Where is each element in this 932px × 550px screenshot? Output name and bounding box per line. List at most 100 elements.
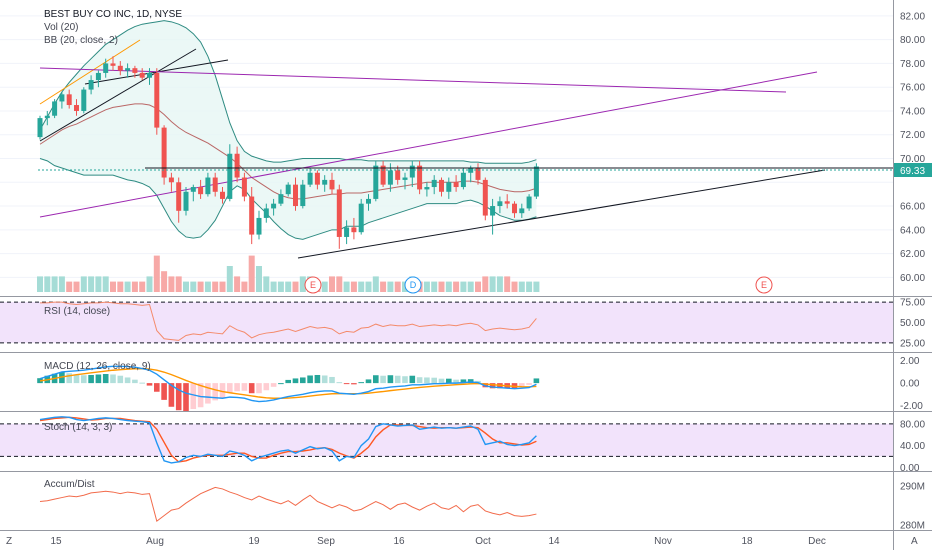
candle (147, 68, 152, 85)
trendline-orange[interactable] (39, 39, 141, 105)
stoch-legend[interactable]: Stoch (14, 3, 3) (44, 422, 112, 433)
candle (227, 144, 233, 202)
candle (512, 201, 517, 218)
candle (88, 75, 94, 95)
macd-histogram-bar (300, 377, 306, 384)
candle (74, 99, 79, 116)
dividend-marker-circle[interactable] (404, 276, 422, 294)
trendline-purple-ascending[interactable] (39, 71, 818, 218)
volume-bar (343, 281, 350, 292)
macd-histogram-bar (212, 383, 218, 401)
candle (351, 217, 357, 240)
candle-body (526, 196, 532, 209)
volume-bar (153, 255, 160, 292)
macd-panel[interactable] (37, 365, 540, 412)
volume-bar (241, 281, 248, 292)
candle (183, 187, 189, 216)
candle-body (431, 179, 437, 188)
trendline-upper-channel[interactable] (39, 48, 197, 142)
candle-body (409, 165, 415, 178)
candle (329, 172, 335, 195)
candle (190, 184, 196, 202)
rsi-tick-label: 50.00 (900, 318, 925, 329)
volume-legend[interactable]: Vol (20) (44, 22, 78, 33)
candle-body (293, 184, 298, 207)
volume-bar (445, 281, 452, 292)
candle-body (358, 203, 364, 233)
dividend-marker[interactable]: D (404, 276, 422, 294)
candle-body (154, 72, 160, 128)
oscillator-axes[interactable]: 75.00 50.00 25.00 2.00 0.00 -2.00 80.00 40.00 0.… (900, 298, 925, 532)
candle (110, 56, 116, 71)
candle-body (125, 68, 131, 71)
stoch-panel[interactable] (0, 416, 893, 464)
auto-scale-button[interactable]: A (911, 536, 918, 547)
volume-bar (358, 281, 365, 292)
candle-body (373, 165, 379, 199)
rsi-legend[interactable]: RSI (14, close) (44, 306, 110, 317)
trendline-support[interactable] (297, 169, 826, 259)
candle-body (263, 208, 269, 218)
earnings-marker-letter[interactable]: E (310, 280, 316, 290)
earnings-marker[interactable]: E (755, 276, 773, 294)
candle (366, 194, 371, 211)
earnings-marker-circle[interactable] (304, 276, 322, 294)
candle (37, 115, 43, 140)
macd-histogram-bar (526, 383, 532, 385)
macd-histogram-bar (88, 374, 94, 384)
candle (417, 160, 423, 195)
volume-bar (438, 281, 445, 292)
price-tick-label: 74.00 (900, 106, 925, 117)
trendline-purple-descending[interactable] (39, 67, 787, 93)
candle-body (387, 170, 393, 185)
candle-body (212, 177, 218, 192)
candle (285, 182, 291, 197)
earnings-marker-circle[interactable] (755, 276, 773, 294)
macd-histogram-bar (117, 375, 124, 384)
time-tick-label: Sep (317, 536, 335, 547)
macd-histogram-bar (256, 383, 262, 394)
candle-body (241, 177, 247, 197)
price-tick-label: 70.00 (900, 154, 925, 165)
price-axis[interactable]: 82.00 80.00 78.00 76.00 74.00 72.00 70.00 66.00… (900, 11, 925, 283)
accum-dist-panel[interactable] (39, 486, 537, 522)
macd-histogram-bar (95, 374, 102, 384)
macd-histogram-bar (409, 375, 416, 384)
volume-bar (37, 276, 43, 292)
candle-body (37, 118, 43, 138)
earnings-marker-letter[interactable]: E (761, 280, 767, 290)
dividend-marker-letter[interactable]: D (410, 280, 417, 290)
candle-body (117, 65, 123, 71)
trendlines[interactable] (39, 39, 826, 259)
macd-histogram-bar (416, 377, 423, 384)
timezone-button[interactable]: Z (6, 536, 12, 547)
stoch-k-line (39, 416, 537, 464)
time-tick-label: Nov (654, 536, 672, 547)
volume-bar (248, 255, 255, 292)
volume-bar (292, 281, 299, 292)
candle (168, 172, 174, 192)
macd-histogram-bar (168, 383, 175, 407)
macd-histogram-bar (132, 379, 138, 384)
volume-bar (270, 281, 277, 292)
candle-body (176, 182, 182, 211)
volume-bar (336, 276, 343, 292)
macd-histogram-bar (489, 383, 496, 389)
bollinger-legend[interactable]: BB (20, close, 2) (44, 35, 118, 46)
price-tick-label: 62.00 (900, 249, 925, 260)
volume-bar (496, 276, 503, 292)
rsi-panel[interactable] (0, 301, 893, 344)
time-axis[interactable]: 15 Aug 19 Sep 16 Oct 14 Nov 18 Dec (50, 536, 825, 547)
macd-histogram-bar (373, 375, 379, 384)
accum-dist-legend[interactable]: Accum/Dist (44, 479, 95, 490)
macd-histogram-bar (533, 378, 540, 384)
candle (278, 189, 284, 207)
earnings-marker[interactable]: E (304, 276, 322, 294)
macd-legend[interactable]: MACD (12, 26, close, 9) (44, 361, 151, 372)
candle-body (81, 89, 87, 111)
candle (402, 172, 408, 190)
